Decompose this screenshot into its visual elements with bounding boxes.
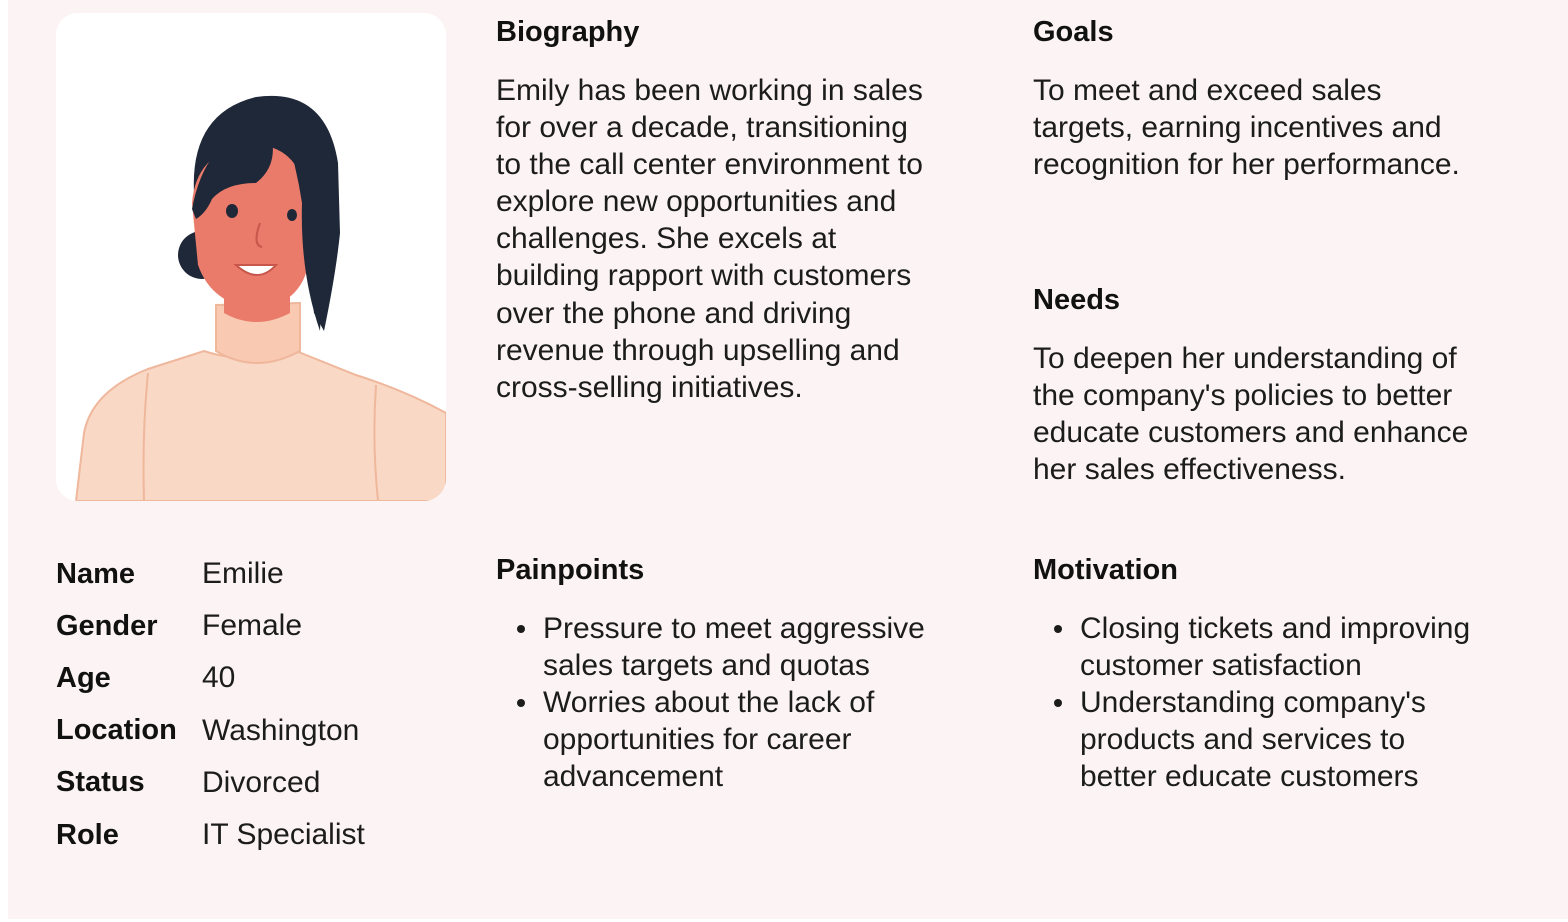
detail-label: Role — [56, 818, 119, 851]
goals-heading: Goals — [1033, 16, 1114, 48]
biography-line: for over a decade, transitioning — [496, 111, 908, 145]
painpoints-heading: Painpoints — [496, 554, 645, 586]
nose-shape — [255, 222, 263, 248]
sweater-shape — [74, 349, 446, 501]
painpoints-list: Pressure to meet aggressive sales target… — [496, 610, 925, 795]
needs-line: her sales effectiveness. — [1033, 453, 1346, 487]
biography-line: challenges. She excels at — [496, 222, 837, 256]
painpoint-line: sales targets and quotas — [543, 649, 870, 683]
needs-text: To deepen her understanding of the compa… — [1033, 340, 1468, 488]
goals-text: To meet and exceed sales targets, earnin… — [1033, 72, 1460, 183]
biography-line: over the phone and driving — [496, 296, 852, 330]
needs-heading: Needs — [1033, 284, 1121, 316]
biography-line: revenue through upselling and — [496, 333, 900, 367]
details-row-name: Name Emilie — [56, 548, 365, 600]
goals-line: targets, earning incentives and — [1033, 111, 1442, 145]
biography-line: Emily has been working in sales — [496, 74, 923, 107]
sweater-fold-right — [373, 384, 379, 501]
motivation-item: Understanding company's products and ser… — [1033, 684, 1470, 795]
painpoint-line: Worries about the lack of — [543, 686, 875, 720]
woman-avatar-illustration — [74, 95, 446, 501]
details-row-status: Status Divorced — [56, 757, 365, 809]
needs-line: the company's policies to better — [1033, 379, 1453, 413]
motivation-line: products and services to — [1080, 723, 1406, 757]
detail-value: Washington — [202, 713, 360, 747]
goals-line: recognition for her performance. — [1033, 148, 1460, 182]
detail-label: Gender — [56, 609, 158, 642]
details-row-gender: Gender Female — [56, 600, 365, 652]
persona-portrait — [56, 13, 446, 501]
biography-text: Emily has been working in sales for over… — [496, 72, 923, 406]
painpoint-line: advancement — [543, 760, 724, 794]
right-eye-shape — [287, 209, 297, 221]
goals-line: To meet and exceed sales — [1033, 74, 1382, 107]
painpoint-item: Pressure to meet aggressive sales target… — [496, 610, 925, 684]
persona-details-table: Name Emilie Gender Female Age 40 Locatio… — [56, 548, 365, 861]
sweater-fold-left — [142, 372, 149, 501]
painpoint-line: opportunities for career — [543, 723, 852, 757]
detail-label: Age — [56, 661, 111, 694]
biography-line: to the call center environment to — [496, 148, 923, 182]
needs-line: To deepen her understanding of — [1033, 342, 1457, 375]
detail-value: IT Specialist — [202, 818, 365, 852]
biography-line: building rapport with customers — [496, 259, 912, 293]
hair-side-shape — [282, 121, 328, 331]
detail-value: Female — [202, 609, 303, 643]
detail-label: Status — [56, 766, 145, 799]
painpoint-line: Pressure to meet aggressive — [543, 612, 925, 645]
motivation-heading: Motivation — [1033, 554, 1178, 586]
motivation-line: better educate customers — [1080, 760, 1419, 794]
motivation-line: customer satisfaction — [1080, 649, 1362, 683]
motivation-line: Understanding company's — [1080, 686, 1426, 720]
biography-line: cross-selling initiatives. — [496, 370, 803, 404]
motivation-item: Closing tickets and improving customer s… — [1033, 610, 1470, 684]
details-row-location: Location Washington — [56, 705, 365, 757]
detail-label: Name — [56, 557, 135, 590]
detail-value: 40 — [202, 661, 236, 695]
biography-heading: Biography — [496, 16, 640, 48]
smile-shape — [233, 264, 279, 276]
left-eye-shape — [226, 204, 238, 218]
detail-label: Location — [56, 714, 177, 747]
motivation-list: Closing tickets and improving customer s… — [1033, 610, 1470, 795]
painpoint-item: Worries about the lack of opportunities … — [496, 684, 925, 795]
details-row-role: Role IT Specialist — [56, 809, 365, 861]
detail-value: Emilie — [202, 557, 284, 591]
needs-line: educate customers and enhance — [1033, 416, 1469, 450]
hair-fringe-shape — [192, 125, 273, 219]
biography-line: explore new opportunities and — [496, 185, 897, 219]
motivation-line: Closing tickets and improving — [1080, 612, 1471, 645]
detail-value: Divorced — [202, 765, 321, 799]
details-row-age: Age 40 — [56, 652, 365, 704]
